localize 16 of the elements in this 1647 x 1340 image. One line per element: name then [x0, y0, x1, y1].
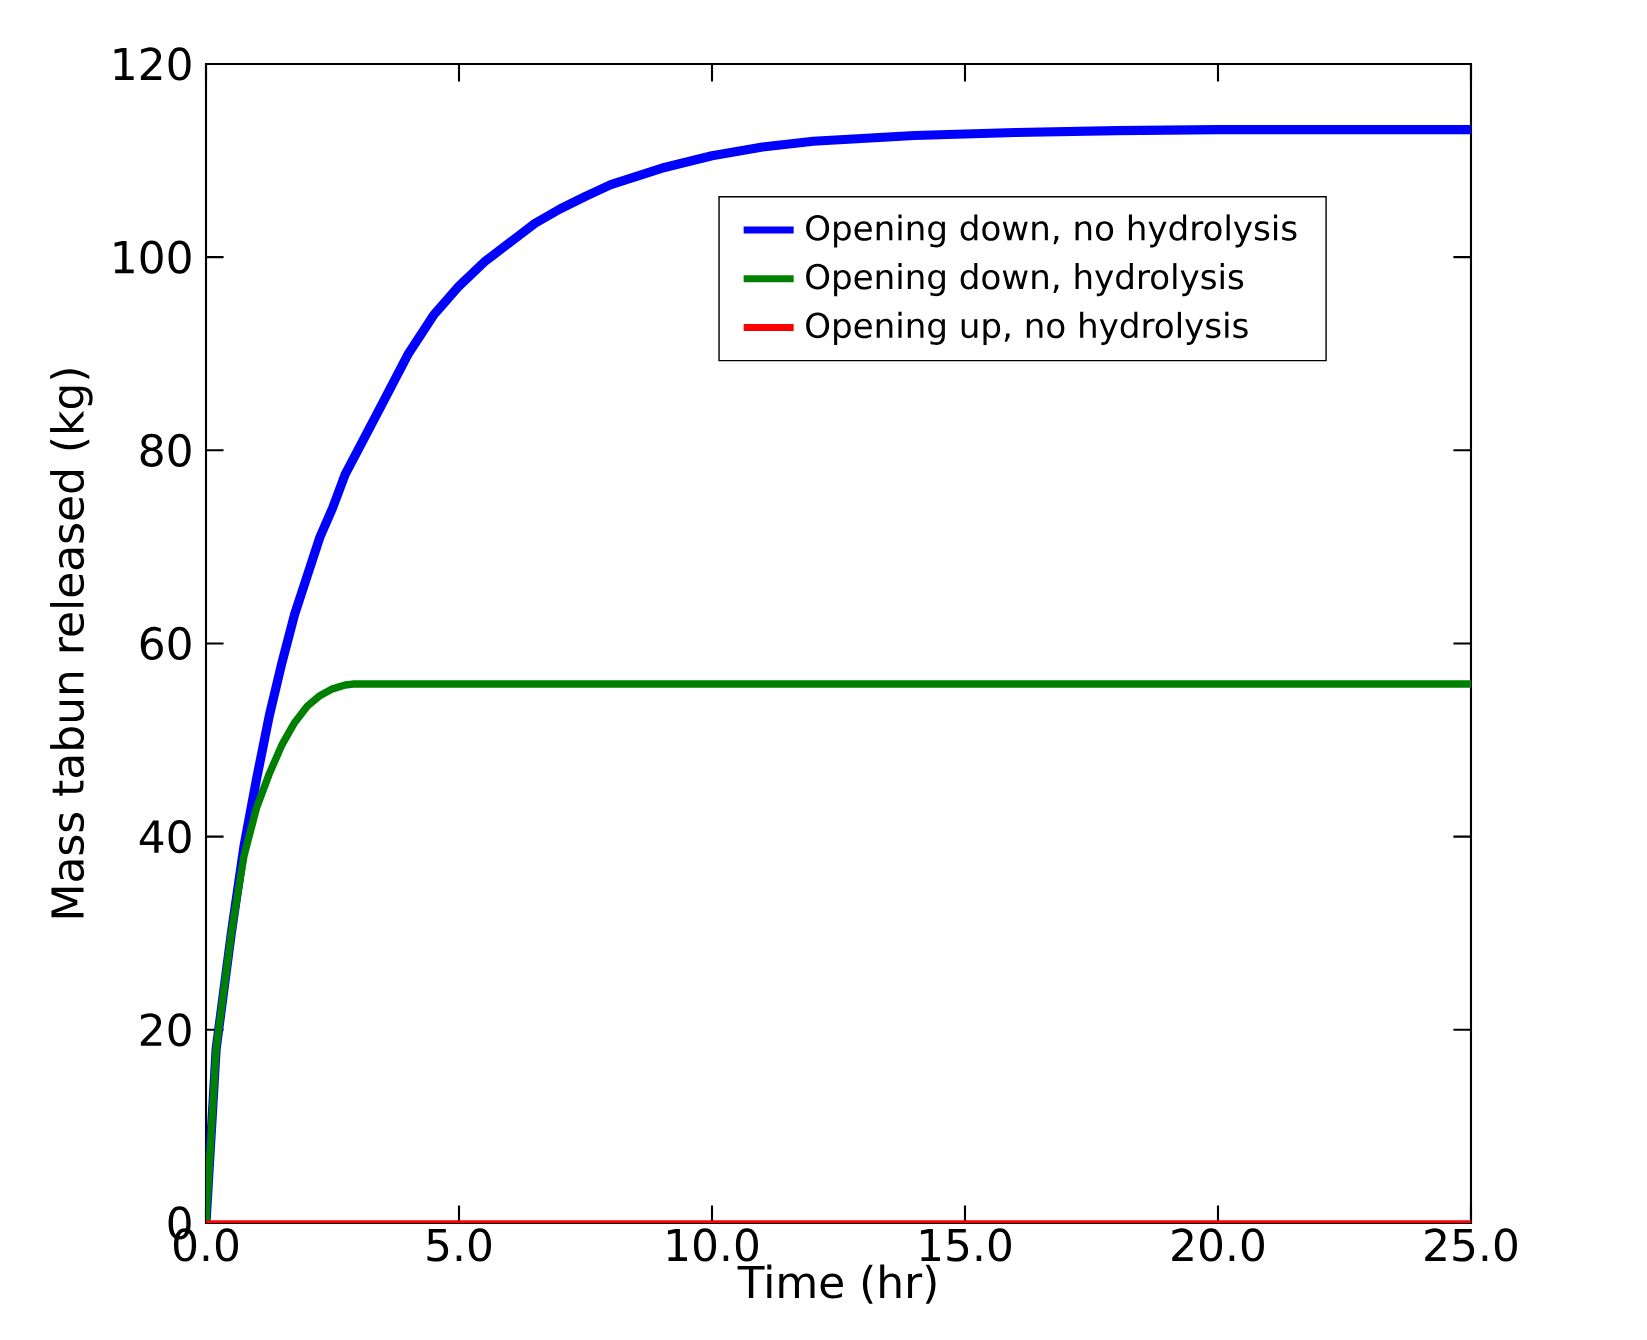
x-tick-label: 20.0 [1172, 1228, 1264, 1262]
x-axis-title: Time (hr) [737, 1264, 936, 1304]
y-tick-label: 120 [114, 47, 191, 81]
y-tick-label: 80 [140, 433, 191, 467]
x-tick-label: 10.0 [667, 1228, 758, 1262]
y-axis-title: Mass tabun released (kg) [50, 369, 93, 918]
y-tick-label: 100 [114, 240, 191, 274]
legend-label: Opening down, no hydrolysis [806, 214, 1297, 248]
x-tick-label: 15.0 [920, 1228, 1011, 1262]
y-tick-label: 60 [140, 626, 191, 661]
legend-label: Opening down, hydrolysis [806, 263, 1244, 297]
y-tick-label: 40 [139, 820, 191, 854]
legend-label: Opening up, no hydrolysis [806, 311, 1248, 345]
x-tick-label: 5.0 [427, 1228, 491, 1262]
x-tick-label: 25.0 [1425, 1228, 1517, 1262]
y-tick-label: 20 [140, 1013, 191, 1047]
